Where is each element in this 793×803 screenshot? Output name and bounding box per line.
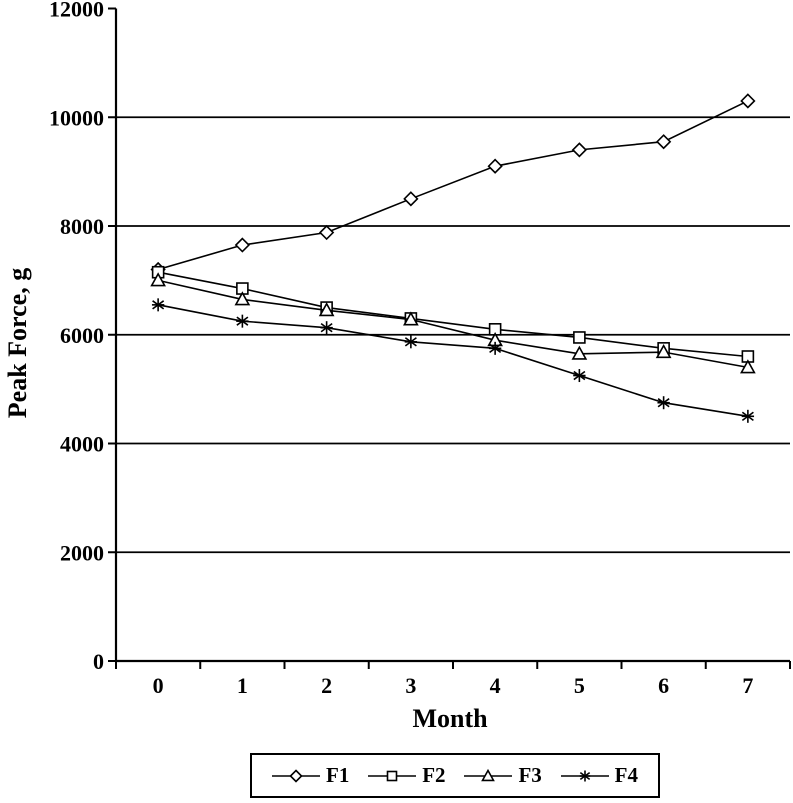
legend-key-square [368, 770, 417, 781]
x-tick-label: 4 [490, 673, 501, 698]
diamond-marker [318, 224, 335, 241]
star-marker [579, 770, 590, 781]
star-marker [573, 369, 586, 383]
triangle-marker [740, 359, 756, 374]
legend-key-triangle [464, 768, 513, 781]
star-marker [657, 396, 670, 410]
x-tick-label: 1 [237, 673, 248, 698]
star-marker [151, 298, 165, 312]
legend-label: F1 [326, 763, 350, 787]
series-line-f2 [157, 271, 748, 358]
square-marker [386, 770, 398, 781]
series-line-f1 [157, 100, 749, 271]
diamond-marker [403, 191, 419, 207]
legend-item-f2: F2 [368, 763, 446, 787]
star-marker [488, 341, 502, 355]
x-tick-label: 2 [321, 673, 332, 698]
tick-labels: 0 2000 4000 6000 8000 10000 12000 0 1 2 3 4 5 6 7 [49, 0, 753, 698]
legend-label: F4 [614, 763, 638, 787]
diamond-marker [487, 158, 503, 174]
x-tick-label: 5 [574, 673, 585, 698]
legend-item-f1: F1 [272, 765, 349, 786]
legend-key-star [560, 770, 609, 781]
y-tick-label: 0 [93, 649, 104, 674]
x-tick-label: 7 [742, 673, 753, 698]
square-marker [573, 331, 586, 344]
x-tick-label: 6 [658, 673, 669, 698]
legend: F1 F2 F3 F4 [250, 753, 660, 798]
diamond-marker [655, 134, 672, 150]
triangle-marker [234, 291, 251, 306]
y-axis-title: Peak Force, g [3, 268, 32, 418]
diamond-marker [234, 237, 251, 253]
triangle-marker [481, 768, 496, 781]
legend-key-diamond [272, 768, 320, 783]
series-line-f4 [157, 304, 749, 418]
gridlines [116, 116, 790, 554]
legend-item-f3: F3 [464, 763, 542, 787]
legend-item-f4: F4 [560, 763, 638, 787]
axes [108, 7, 791, 669]
data-series [150, 93, 756, 423]
y-tick-label: 8000 [60, 214, 104, 239]
star-marker [741, 409, 755, 423]
y-tick-label: 12000 [49, 0, 104, 22]
series-line-f3 [157, 279, 749, 369]
triangle-marker [150, 272, 166, 287]
y-tick-label: 10000 [49, 105, 104, 130]
x-tick-label: 3 [405, 673, 416, 698]
triangle-marker [318, 302, 335, 317]
triangle-marker [403, 311, 419, 326]
series-f1 [150, 93, 756, 278]
triangle-marker [655, 344, 672, 359]
diamond-marker [289, 768, 303, 783]
y-tick-label: 2000 [60, 540, 104, 565]
y-tick-label: 4000 [60, 432, 104, 457]
legend-label: F3 [518, 763, 542, 787]
star-marker [320, 321, 333, 335]
series-f3 [150, 272, 756, 374]
star-marker [236, 314, 249, 328]
y-tick-label: 6000 [60, 323, 104, 348]
triangle-marker [571, 345, 588, 360]
star-marker [404, 335, 418, 349]
x-axis-title: Month [412, 704, 488, 733]
legend-label: F2 [422, 763, 446, 787]
series-f4 [151, 298, 755, 423]
diamond-marker [740, 93, 756, 109]
diamond-marker [571, 142, 588, 158]
x-tick-label: 0 [153, 673, 164, 698]
